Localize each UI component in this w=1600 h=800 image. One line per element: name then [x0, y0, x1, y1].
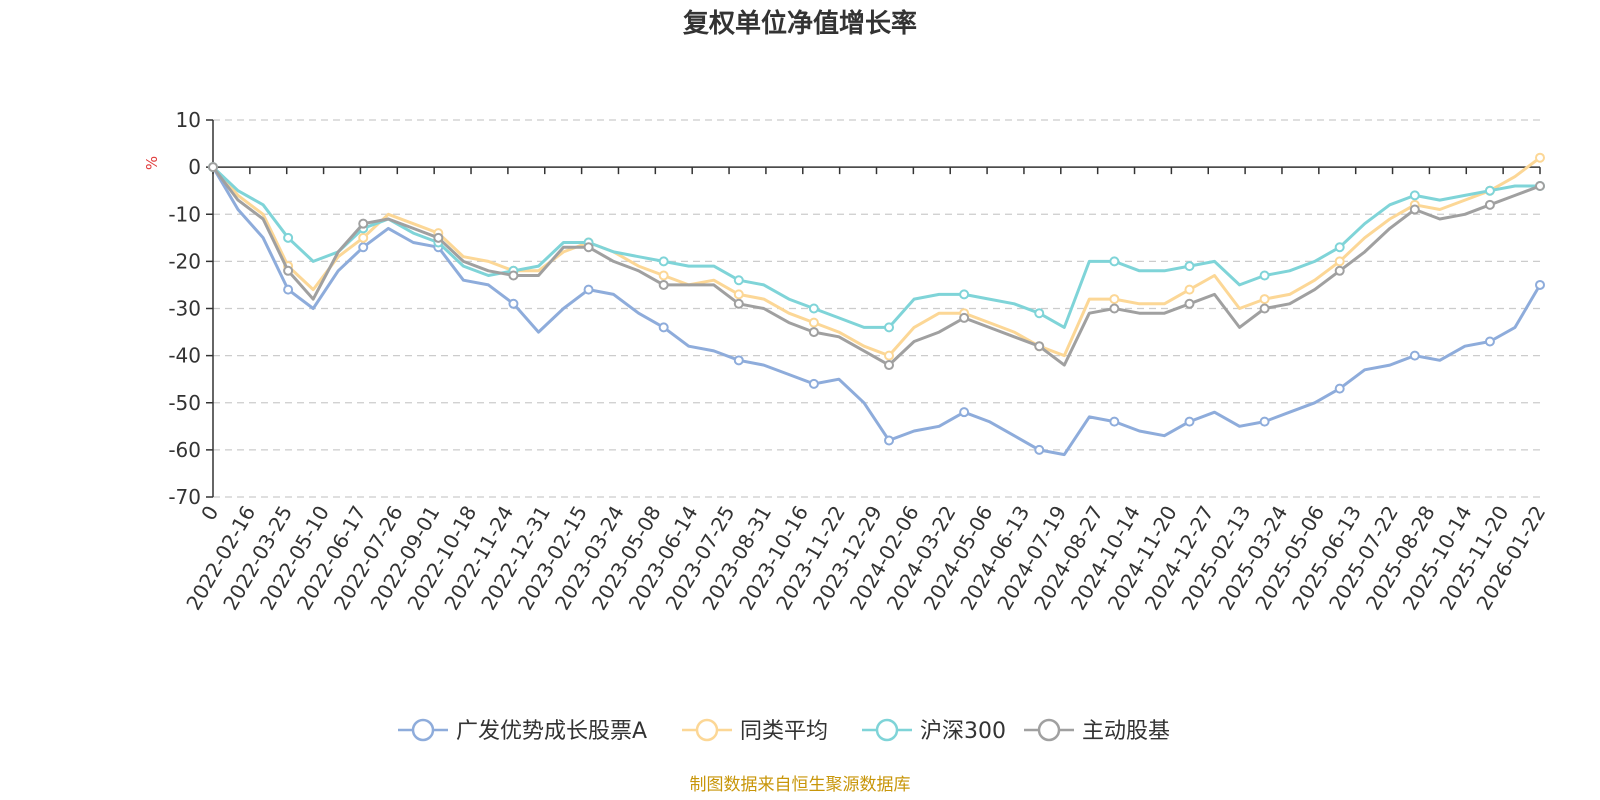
data-point: [1109, 303, 1120, 314]
data-point: [1484, 185, 1495, 196]
x-axis-tick-labels: 02022-02-162022-03-252022-05-102022-06-1…: [181, 502, 1550, 615]
legend-label: 广发优势成长股票A: [456, 719, 647, 744]
data-point: [1109, 256, 1120, 267]
data-point: [508, 298, 519, 309]
y-tick-label: -30: [168, 297, 201, 321]
series-2: [208, 162, 1545, 333]
data-point: [283, 232, 294, 243]
legend-label: 同类平均: [740, 719, 828, 744]
series-line: [211, 166, 1542, 457]
data-point: [1259, 294, 1270, 305]
y-axis-unit-label: %: [143, 156, 161, 170]
data-point: [1184, 298, 1195, 309]
data-point: [1484, 199, 1495, 210]
data-point: [658, 322, 669, 333]
axes: [206, 119, 1541, 498]
legend-label: 主动股基: [1082, 719, 1170, 744]
data-point: [1034, 308, 1045, 319]
data-point: [1484, 336, 1495, 347]
y-tick-label: -20: [168, 249, 201, 273]
data-point: [1535, 152, 1545, 163]
data-point: [1109, 416, 1120, 427]
data-point: [808, 303, 819, 314]
data-point: [433, 232, 444, 243]
data-point: [1259, 416, 1270, 427]
y-axis-tick-labels: 10 0 -10 -20 -30 -40 -50 -60 -70: [168, 108, 201, 509]
legend-swatch-marker: [875, 718, 899, 742]
data-point: [733, 289, 744, 300]
data-point: [508, 270, 519, 281]
data-source-note: 制图数据来自恒生聚源数据库: [690, 775, 911, 795]
legend-swatch-marker: [695, 718, 719, 742]
legend-item-3[interactable]: 主动股基: [1024, 718, 1170, 744]
data-point: [733, 275, 744, 286]
data-point: [358, 242, 369, 253]
data-point: [283, 265, 294, 276]
data-point: [358, 218, 369, 229]
y-tick-label: -70: [168, 485, 201, 509]
chart-title: 复权单位净值增长率: [683, 8, 917, 39]
data-point: [884, 322, 895, 333]
data-point: [658, 270, 669, 281]
data-point: [1334, 383, 1345, 394]
data-point: [959, 312, 970, 323]
data-point: [1409, 190, 1420, 201]
data-point: [208, 162, 218, 173]
legend-label: 沪深300: [920, 719, 1006, 744]
data-point: [733, 355, 744, 366]
data-point: [959, 407, 970, 418]
data-point: [1184, 284, 1195, 295]
data-point: [1535, 279, 1545, 290]
data-point: [884, 360, 895, 371]
data-point: [1334, 242, 1345, 253]
data-point: [658, 279, 669, 290]
legend-swatch-marker: [1037, 718, 1061, 742]
data-point: [959, 289, 970, 300]
data-point: [1259, 303, 1270, 314]
y-tick-label: 0: [188, 155, 201, 179]
data-point: [583, 284, 594, 295]
data-point: [808, 327, 819, 338]
data-point: [884, 350, 895, 361]
data-point: [583, 242, 594, 253]
y-tick-label: -50: [168, 391, 201, 415]
data-point: [1409, 350, 1420, 361]
data-point: [1334, 256, 1345, 267]
series-0: [208, 162, 1545, 457]
data-point: [1535, 180, 1545, 191]
data-point: [808, 317, 819, 328]
y-tick-label: -40: [168, 344, 201, 368]
legend-item-1[interactable]: 同类平均: [682, 718, 828, 744]
data-point: [283, 284, 294, 295]
data-point: [1109, 294, 1120, 305]
y-tick-label: -60: [168, 438, 201, 462]
data-point: [1409, 204, 1420, 215]
data-point: [884, 435, 895, 446]
series-lines: [208, 152, 1545, 457]
y-tick-label: 10: [176, 108, 201, 132]
data-point: [1334, 265, 1345, 276]
data-point: [808, 378, 819, 389]
data-point: [658, 256, 669, 267]
data-point: [1034, 444, 1045, 455]
legend-item-0[interactable]: 广发优势成长股票A: [398, 718, 647, 744]
grid-lines: [213, 119, 1540, 498]
series-3: [208, 162, 1545, 371]
y-tick-label: -10: [168, 202, 201, 226]
x-tick-label: 0: [196, 502, 223, 525]
data-point: [1184, 261, 1195, 272]
legend[interactable]: 广发优势成长股票A 同类平均 沪深300 主动股基: [398, 718, 1170, 744]
data-point: [1034, 341, 1045, 352]
data-point: [1184, 416, 1195, 427]
data-point: [1259, 270, 1270, 281]
data-point: [358, 232, 369, 243]
legend-item-2[interactable]: 沪深300: [862, 718, 1006, 744]
data-point: [733, 298, 744, 309]
legend-swatch-marker: [411, 718, 435, 742]
